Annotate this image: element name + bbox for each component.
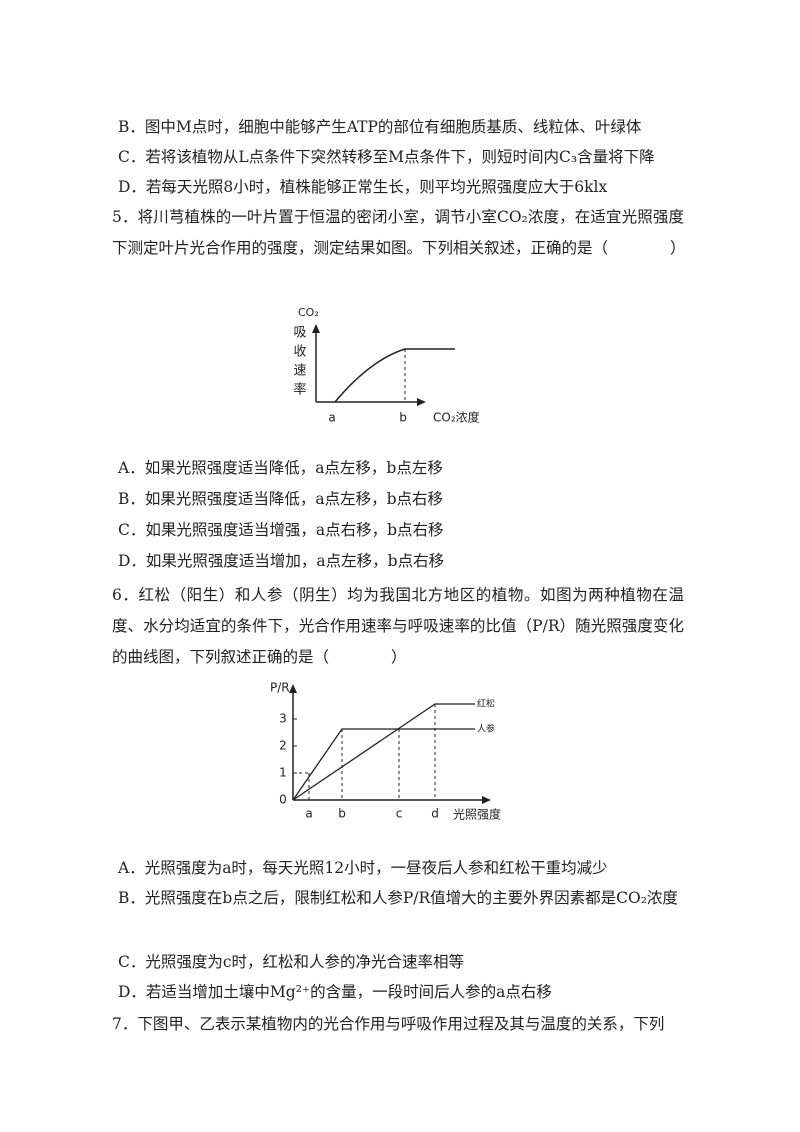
option: D．若适当增加土壤中Mg²⁺的含量，一段时间后人参的a点右移 — [118, 983, 552, 1001]
option: A．如果光照强度适当降低，a点左移，b点左移 — [118, 459, 443, 477]
axis-label: 光照强度 — [453, 807, 501, 822]
point-label: c — [396, 807, 403, 821]
option: A．光照强度为a时，每天光照12小时，一昼夜后人参和红松干重均减少 — [118, 859, 608, 877]
point-label: b — [399, 411, 407, 425]
axis-label: 吸 — [293, 326, 306, 341]
option: C．若将该植物从L点条件下突然转移至M点条件下，则短时间内C₃含量将下降 — [118, 148, 655, 166]
curve-pine — [292, 703, 475, 801]
tick-label: 1 — [279, 766, 287, 780]
curve-ginseng — [292, 728, 475, 801]
axis-label: 收 — [293, 345, 306, 360]
question-stem: 6．红松（阳生）和人参（阴生）均为我国北方地区的植物。如图为两种植物在温度、水分… — [112, 586, 684, 666]
figure-2: P/R 3 2 1 0 a b c d 光照强度 红松 人参 — [270, 681, 501, 822]
option: D．若每天光照8小时，植株能够正常生长，则平均光照强度应大于6klx — [118, 178, 608, 196]
axis-label: 速 — [293, 364, 306, 379]
arrow — [482, 796, 491, 804]
axis-label: 率 — [293, 382, 306, 398]
question-stem: 7．下图甲、乙表示某植物内的光合作用与呼吸作用过程及其与温度的关系，下列 — [112, 1015, 665, 1033]
option: C．如果光照强度适当增强，a点右移，b点右移 — [118, 521, 444, 539]
arrow — [312, 324, 320, 333]
tick-label: 2 — [279, 739, 287, 753]
curve-label: 红松 — [477, 698, 495, 710]
option: D．如果光照强度适当增加，a点左移，b点右移 — [118, 552, 445, 570]
point-label: d — [431, 807, 439, 821]
arrow — [417, 398, 426, 406]
axis-label: P/R — [270, 681, 290, 695]
curve — [334, 348, 455, 403]
axis-label: CO₂浓度 — [433, 410, 480, 425]
option: B．光照强度在b点之后，限制红松和人参P/R值增大的主要外界因素都是CO₂浓度 — [118, 889, 678, 907]
arrow — [289, 684, 297, 693]
option: B．图中M点时，细胞中能够产生ATP的部位有细胞质基质、线粒体、叶绿体 — [118, 118, 642, 136]
dashed-lines — [293, 704, 436, 800]
curve-label: 人参 — [477, 723, 495, 735]
point-label: b — [338, 807, 346, 821]
option: B．如果光照强度适当降低，a点左移，b点右移 — [118, 490, 444, 508]
figure-1: CO₂ 吸 收 速 率 a b CO₂浓度 — [293, 306, 480, 425]
question-stem: 5．将川芎植株的一叶片置于恒温的密闭小室，调节小室CO₂浓度，在适宜光照强度下测… — [112, 208, 686, 257]
point-label: a — [305, 807, 312, 821]
axis-label: CO₂ — [298, 306, 319, 319]
tick-label: 3 — [279, 712, 287, 726]
tick-label: 0 — [279, 793, 287, 807]
point-label: a — [328, 411, 335, 425]
option: C．光照强度为c时，红松和人参的净光合速率相等 — [118, 953, 465, 971]
